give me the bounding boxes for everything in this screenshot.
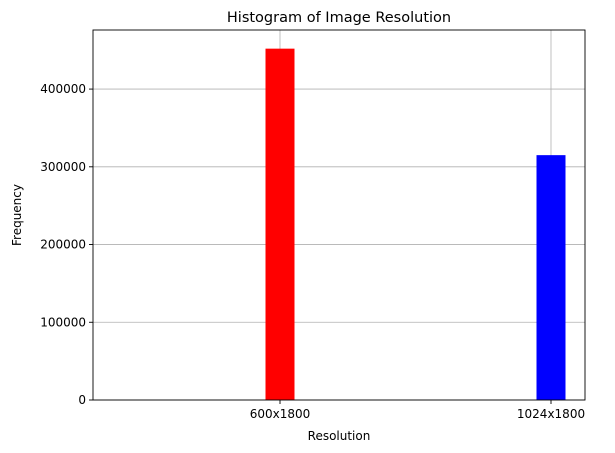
y-tick-label: 100000 — [40, 315, 86, 329]
bar-1024x1800 — [536, 155, 566, 400]
axis-ticks: 0 100000 200000 300000 400000 600x1800 1024x18… — [40, 82, 585, 421]
y-axis-label: Frequency — [10, 184, 24, 246]
y-tick-label: 400000 — [40, 82, 86, 96]
x-tick-label: 600x1800 — [250, 407, 311, 421]
y-tick-label: 300000 — [40, 160, 86, 174]
x-axis-label: Resolution — [308, 429, 371, 443]
grid-lines — [93, 30, 585, 401]
bar-600x1800 — [265, 48, 295, 401]
x-tick-label: 1024x1800 — [517, 407, 585, 421]
chart-title: Histogram of Image Resolution — [227, 10, 451, 26]
plot-frame — [92, 29, 586, 401]
bars — [265, 48, 566, 401]
y-tick-label: 0 — [78, 393, 86, 407]
y-tick-label: 200000 — [40, 238, 86, 252]
